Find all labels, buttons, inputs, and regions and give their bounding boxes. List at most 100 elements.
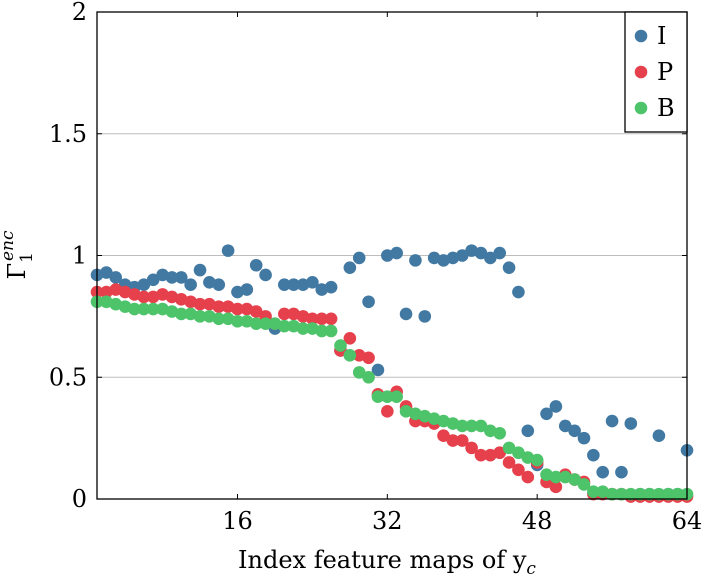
y-tick-label: 2 — [72, 0, 87, 26]
y-axis-ticks: 0 0.5 1 1.5 2 — [49, 0, 687, 513]
data-point — [549, 480, 563, 494]
data-point — [605, 414, 619, 428]
data-point — [652, 487, 666, 501]
data-point — [249, 317, 263, 330]
data-point — [671, 487, 684, 501]
legend-label: B — [657, 94, 675, 122]
data-point — [568, 424, 581, 438]
data-point — [212, 300, 226, 313]
data-point — [437, 429, 450, 442]
data-point — [615, 465, 628, 479]
legend-marker — [634, 65, 648, 79]
data-point — [193, 310, 207, 323]
data-point — [577, 431, 591, 445]
data-point — [287, 278, 300, 292]
data-point — [324, 324, 338, 338]
data-point — [652, 429, 666, 442]
data-point — [324, 312, 338, 326]
y-tick-label: 1.5 — [49, 120, 87, 148]
data-point — [624, 487, 638, 501]
data-point — [484, 251, 497, 265]
svg-text:Γ1enc: Γ1enc — [0, 230, 37, 279]
y-tick-label: 0.5 — [49, 363, 87, 391]
data-point — [174, 307, 188, 321]
data-point — [174, 271, 188, 284]
x-axis-label-subscript: c — [526, 559, 536, 579]
data-point — [343, 261, 357, 274]
data-point — [512, 285, 525, 299]
data-point — [521, 470, 535, 484]
data-point — [530, 453, 544, 467]
data-point — [455, 249, 469, 262]
data-point — [259, 317, 272, 330]
data-point — [362, 370, 375, 384]
data-point — [371, 390, 385, 404]
data-point — [324, 280, 338, 294]
data-point — [493, 446, 506, 460]
series-I — [90, 244, 694, 501]
data-point — [558, 419, 572, 433]
data-point — [137, 278, 151, 292]
data-point — [259, 268, 272, 282]
data-point — [455, 419, 469, 433]
data-point — [605, 487, 619, 501]
data-point — [278, 307, 291, 321]
data-point — [390, 246, 403, 260]
y-axis-label-subscript: 1 — [17, 252, 37, 263]
data-point — [109, 271, 123, 284]
data-point — [661, 487, 675, 501]
data-point — [146, 273, 160, 287]
data-point — [465, 441, 478, 455]
y-axis-label-symbol: Γ — [3, 263, 31, 280]
x-tick-label: 64 — [672, 507, 703, 535]
data-points — [90, 244, 694, 503]
data-point — [240, 283, 254, 296]
data-point — [502, 441, 516, 455]
x-tick-label: 16 — [222, 507, 253, 535]
data-point — [231, 314, 244, 328]
data-point — [371, 363, 385, 377]
legend-box — [624, 11, 688, 133]
y-axis-label: Γ1enc — [0, 230, 37, 279]
data-point — [493, 246, 506, 260]
data-point — [221, 244, 235, 257]
series-B — [90, 295, 694, 501]
legend-marker — [634, 29, 648, 43]
data-point — [249, 258, 263, 272]
data-point — [165, 271, 179, 284]
data-point — [146, 302, 160, 316]
data-point — [212, 312, 226, 326]
data-point — [231, 302, 244, 316]
data-point — [540, 407, 553, 421]
data-point — [615, 487, 628, 501]
data-point — [474, 246, 488, 260]
x-axis-label: Index feature maps of yc — [238, 546, 536, 579]
data-point — [343, 331, 357, 345]
legend-marker — [634, 101, 648, 115]
x-axis-ticks: 16 32 48 64 — [222, 12, 702, 535]
data-point — [512, 446, 525, 460]
data-point — [343, 349, 357, 362]
legend-label: P — [657, 58, 673, 86]
data-point — [381, 405, 394, 418]
data-point — [137, 290, 151, 304]
y-axis-label-superscript: enc — [0, 230, 18, 261]
data-point — [474, 419, 488, 433]
data-point — [137, 302, 151, 316]
data-point — [568, 473, 581, 486]
data-point — [474, 448, 488, 462]
data-point — [465, 419, 478, 433]
data-point — [306, 312, 319, 326]
data-point — [587, 448, 600, 462]
data-point — [362, 295, 375, 309]
data-point — [596, 465, 610, 479]
x-tick-label: 48 — [522, 507, 553, 535]
data-point — [315, 324, 329, 338]
data-point — [409, 254, 422, 267]
data-point — [334, 339, 347, 352]
data-point — [455, 434, 469, 447]
data-point — [278, 319, 291, 333]
data-point — [587, 485, 600, 498]
data-point — [362, 351, 375, 365]
